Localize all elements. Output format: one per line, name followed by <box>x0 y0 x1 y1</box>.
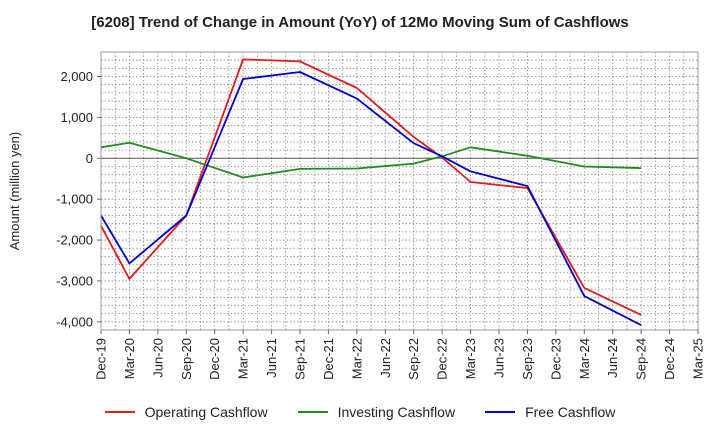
x-tick-label: Dec-20 <box>207 338 222 380</box>
legend-label: Investing Cashflow <box>337 404 456 420</box>
y-axis: -4,000 -3,000 -2,000 -1,000 0 1,000 2,000 <box>56 69 101 329</box>
x-tick-label: Dec-22 <box>435 338 450 380</box>
legend-swatch <box>104 411 135 413</box>
x-tick-label: Dec-24 <box>662 338 677 380</box>
plot-frame <box>100 51 699 331</box>
legend-item: Operating Cashflow <box>104 404 268 420</box>
x-tick-label: Jun-22 <box>378 338 393 378</box>
series-layer <box>100 58 642 326</box>
y-tick-label: 2,000 <box>60 69 93 84</box>
x-tick-label: Mar-22 <box>349 338 364 379</box>
x-tick-label: Jun-20 <box>150 338 165 378</box>
x-tick-label: Dec-23 <box>548 338 563 380</box>
x-tick-label: Dec-21 <box>321 338 336 380</box>
x-tick-label: Mar-23 <box>463 338 478 379</box>
x-tick-label: Jun-21 <box>264 338 279 378</box>
legend-label: Free Cashflow <box>525 404 616 420</box>
legend-swatch <box>297 411 328 413</box>
x-tick-label: Sep-21 <box>293 338 308 380</box>
x-tick-label: Mar-20 <box>122 338 137 379</box>
x-tick-label: Mar-21 <box>236 338 251 379</box>
legend-item: Investing Cashflow <box>297 404 456 420</box>
series-line-free-cashflow <box>100 71 642 326</box>
x-tick-label: Jun-23 <box>492 338 507 378</box>
x-tick-label: Mar-24 <box>577 338 592 379</box>
legend: Operating Cashflow Investing Cashflow Free… <box>0 404 720 420</box>
y-tick-label: -4,000 <box>56 314 93 329</box>
x-tick-label: Jun-24 <box>605 338 620 378</box>
y-tick-label: -2,000 <box>56 233 93 248</box>
x-axis: Dec-19 Mar-20 Jun-20 Sep-20 Dec-20 Mar-21 Jun-… <box>94 330 706 380</box>
x-tick-label: Sep-20 <box>179 338 194 380</box>
y-tick-label: -1,000 <box>56 192 93 207</box>
y-axis-label: Amount (million yen) <box>7 132 22 251</box>
series-line-investing-cashflow <box>100 141 642 179</box>
chart-title: [6208] Trend of Change in Amount (YoY) o… <box>91 14 629 31</box>
y-tick-label: -3,000 <box>56 273 93 288</box>
x-tick-label: Sep-22 <box>406 338 421 380</box>
legend-label: Operating Cashflow <box>144 404 268 420</box>
y-tick-label: 1,000 <box>60 110 93 125</box>
legend-swatch <box>485 411 516 413</box>
legend-item: Free Cashflow <box>485 404 615 420</box>
x-tick-label: Mar-25 <box>691 338 706 379</box>
grid <box>101 52 698 330</box>
y-tick-label: 0 <box>86 151 93 166</box>
x-tick-label: Dec-19 <box>94 338 109 380</box>
x-tick-label: Sep-23 <box>520 338 535 380</box>
x-tick-label: Sep-24 <box>634 338 649 380</box>
